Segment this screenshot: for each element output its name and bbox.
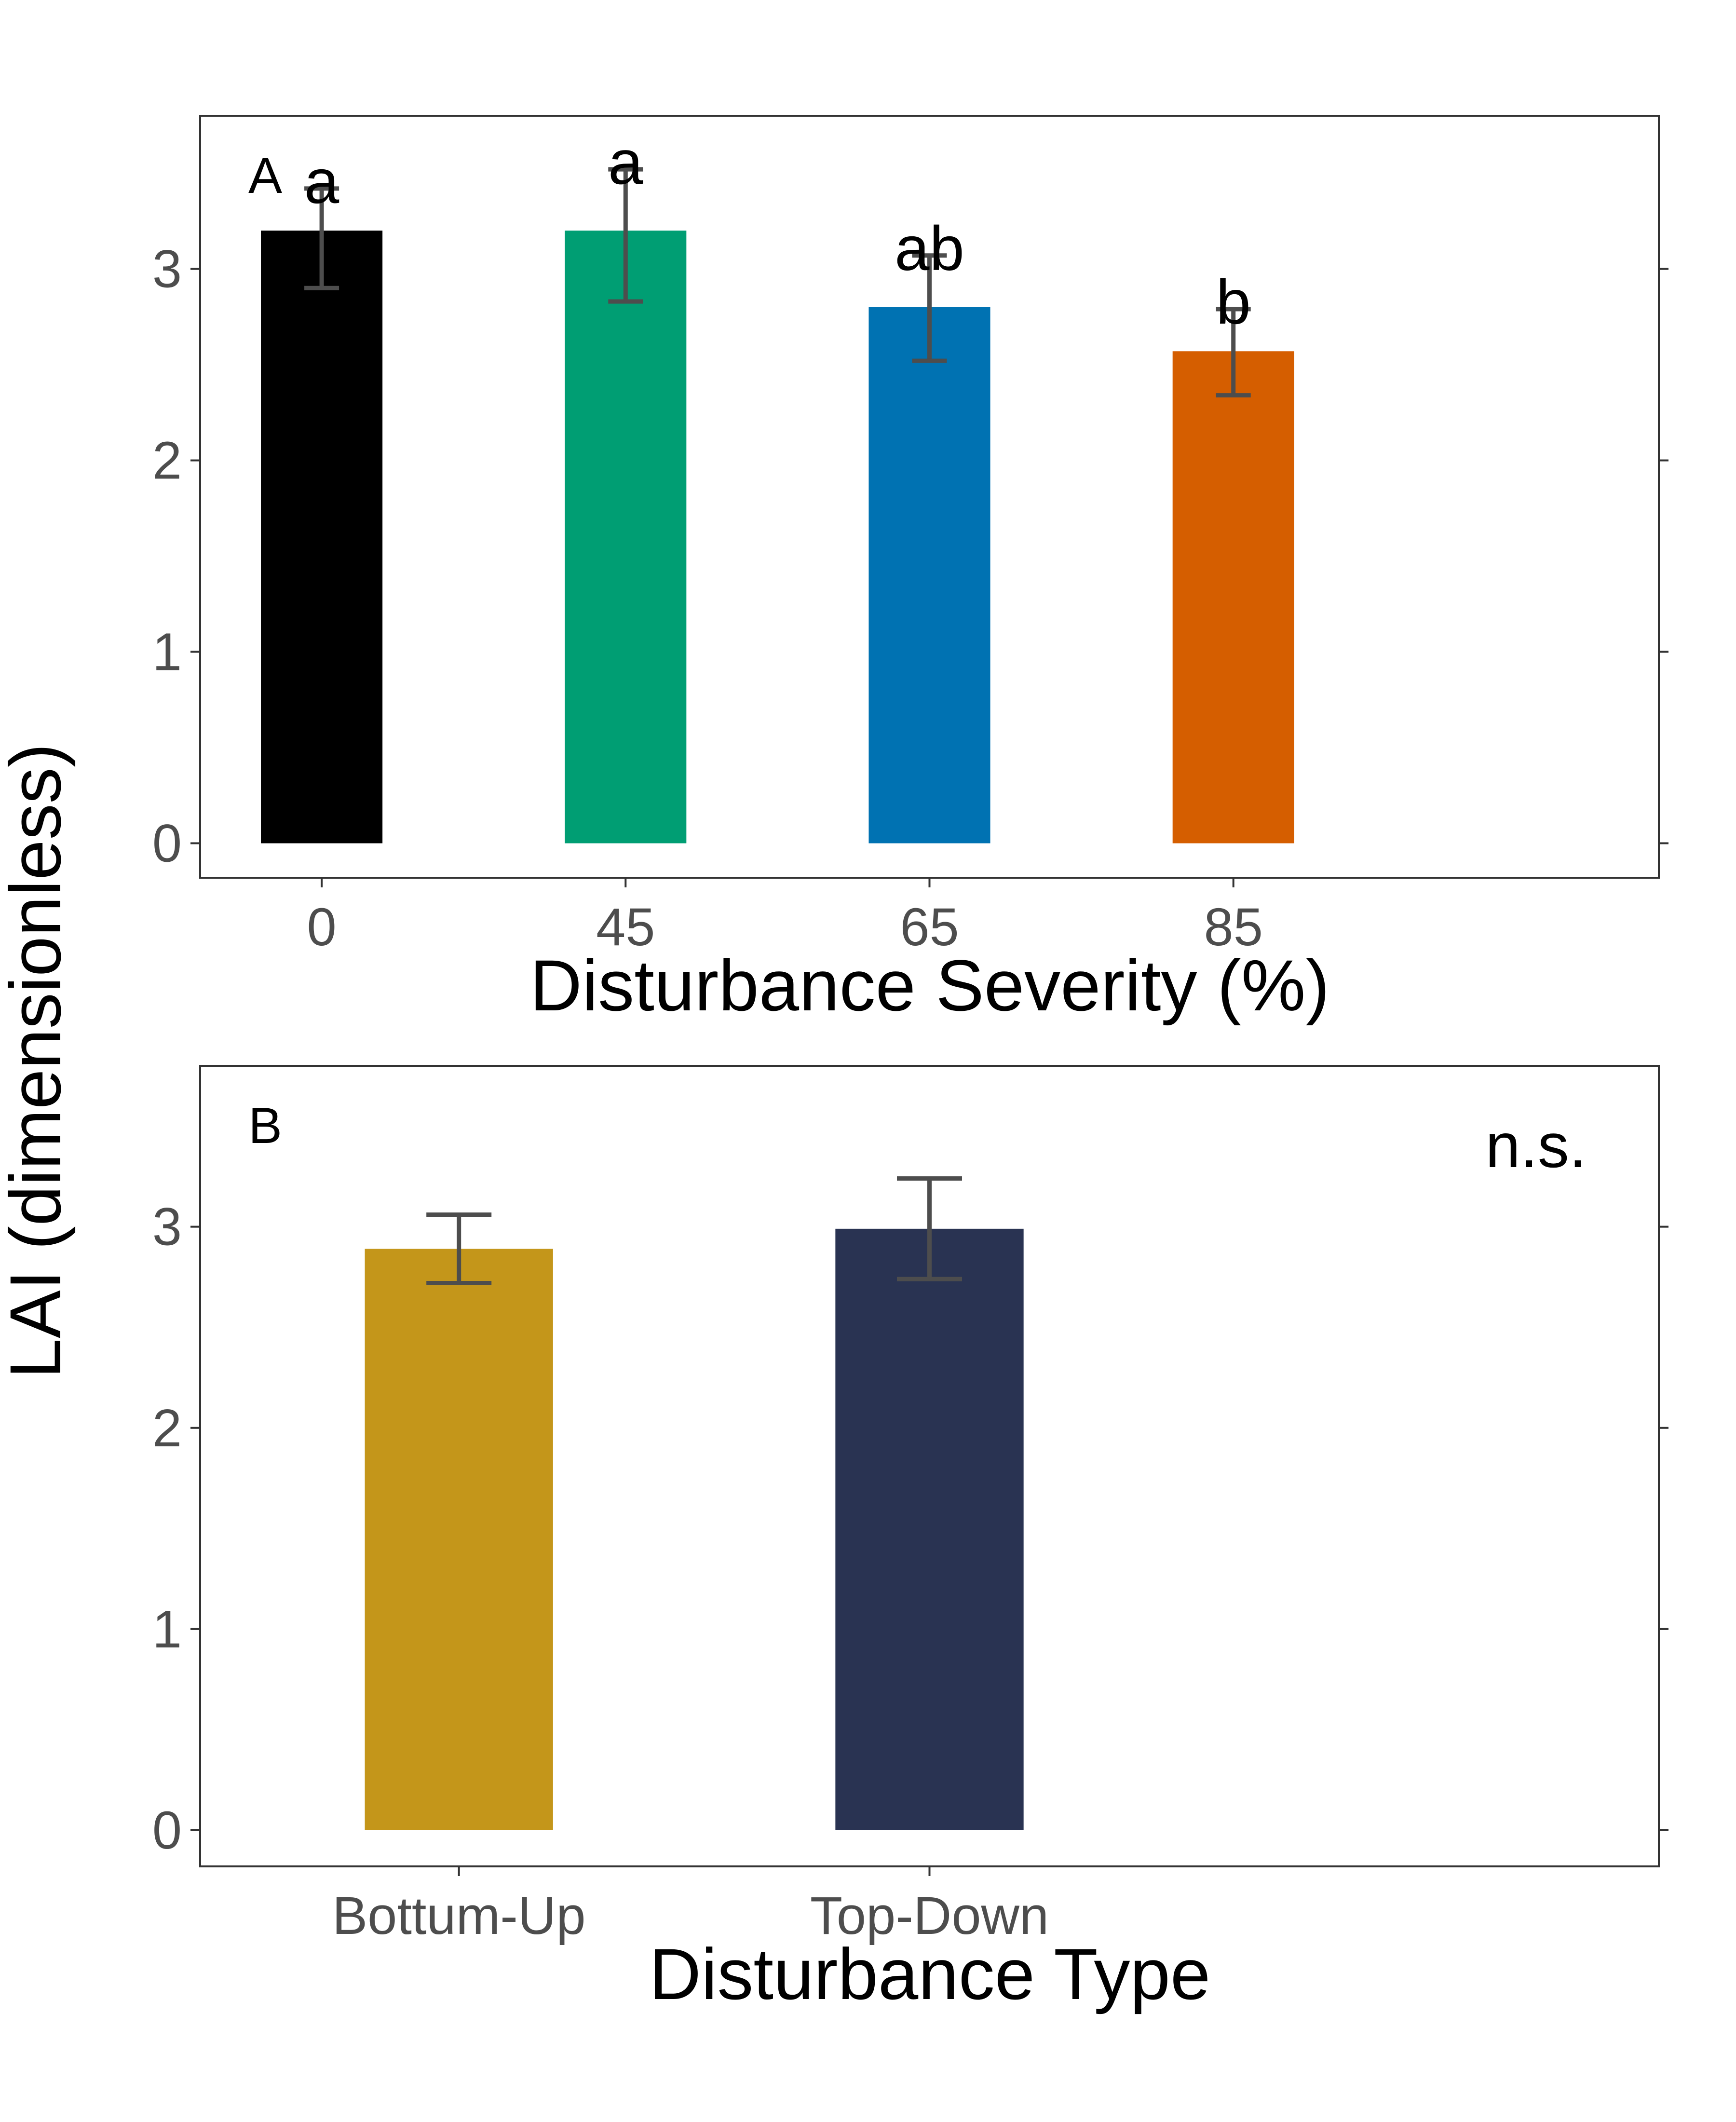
panel-b-panel-label: B (248, 1098, 282, 1154)
panel-a-y-tick-label: 3 (152, 240, 182, 299)
panel-a-significance-letter-1: a (304, 146, 339, 217)
panel-a-x-tick-label-2: 45 (596, 898, 655, 957)
panel-b-y-tick-label: 2 (152, 1399, 182, 1458)
panel-a-panel-label: A (248, 148, 282, 204)
panel-b-x-tick-label-1: Bottum-Up (332, 1886, 586, 1945)
panel-a-bar-3 (868, 307, 990, 843)
panel-b-y-tick-label: 0 (152, 1801, 182, 1860)
panel-a-x-axis-title: Disturbance Severity (%) (530, 945, 1330, 1026)
panel-b: 0 1 2 3 Bottum-Up Top-Down B n.s. (152, 1065, 1668, 1945)
panel-b-bar-1 (365, 1249, 553, 1830)
panel-a-y-tick-label: 0 (152, 814, 182, 873)
panel-a-y-tick-label: 1 (152, 623, 182, 682)
panel-a-x-tick-label-1: 0 (307, 898, 336, 957)
panel-a-significance-letter-2: a (608, 127, 643, 197)
panel-b-bar-2 (835, 1228, 1024, 1830)
panel-a-bar-4 (1172, 351, 1294, 843)
panel-b-x-tick-label-2: Top-Down (810, 1886, 1049, 1945)
panel-a-x-tick-label-3: 65 (900, 898, 959, 957)
panel-a-significance-letter-4: b (1216, 267, 1251, 337)
panel-a-significance-letter-3: ab (895, 213, 964, 284)
panel-b-y-tick-label: 3 (152, 1197, 182, 1257)
panel-a-x-tick-label-4: 85 (1204, 898, 1263, 957)
panel-a-bar-2 (565, 231, 687, 843)
panel-a-y-tick-label: 2 (152, 431, 182, 490)
y-axis-title: LAI (dimensionless) (0, 743, 76, 1378)
panel-b-annotation: n.s. (1485, 1110, 1587, 1181)
panel-a: 0 1 2 3 0 a 45 a 65 ab 85 b A (152, 115, 1668, 957)
panel-b-x-axis-title: Disturbance Type (649, 1933, 1211, 2014)
panel-a-bar-1 (261, 231, 383, 843)
panel-b-y-tick-label: 1 (152, 1600, 182, 1659)
